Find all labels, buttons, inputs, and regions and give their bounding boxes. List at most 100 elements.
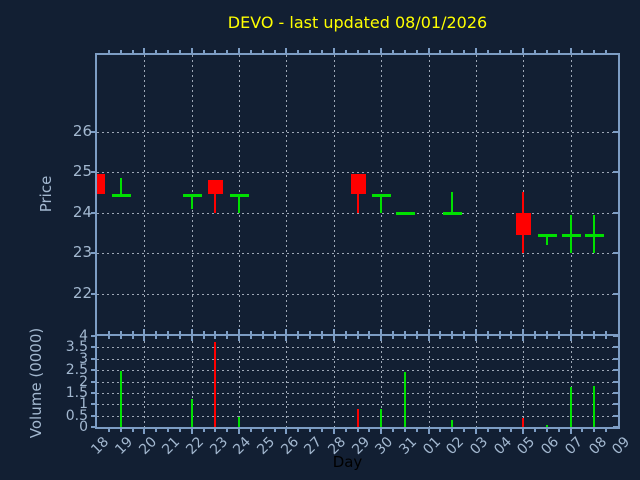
volume-tick-label: 0.5: [65, 407, 88, 424]
price-panel: [97, 55, 618, 334]
day-tick-mark: [510, 50, 512, 53]
day-tick-mark: [274, 50, 276, 53]
candle-body-07: [561, 233, 581, 237]
day-tick-mark: [428, 429, 430, 434]
day-tick-mark: [463, 50, 465, 53]
day-tick-label: 09: [609, 434, 634, 458]
day-tick-mark: [392, 429, 394, 432]
price-gridline: [97, 293, 618, 295]
day-tick-mark: [179, 50, 181, 53]
candle-wick-30: [380, 194, 383, 213]
volume-gridline: [97, 358, 618, 360]
day-tick-mark: [297, 50, 299, 53]
candle-wick-22: [190, 194, 193, 209]
candle-wick-23: [214, 180, 217, 213]
candle-body-31: [395, 211, 415, 215]
volume-panel: [97, 336, 618, 427]
volume-bar-06: [545, 424, 548, 427]
day-tick-mark: [238, 48, 240, 53]
day-tick-mark: [416, 429, 418, 432]
candle-body-18: [97, 174, 105, 195]
volume-tick-label: 2.5: [65, 362, 88, 379]
volume-bar-08: [593, 386, 596, 427]
day-tick-mark: [262, 429, 264, 432]
volume-tick-label: 3.5: [65, 339, 88, 356]
day-tick-mark: [475, 48, 477, 53]
day-tick-mark: [380, 48, 382, 53]
day-tick-mark: [475, 429, 477, 434]
day-tick-mark: [487, 429, 489, 432]
day-tick-mark: [593, 50, 595, 53]
day-tick-mark: [309, 50, 311, 53]
volume-gridline: [97, 392, 618, 394]
day-gridline: [144, 336, 146, 427]
price-gridline: [97, 212, 618, 214]
volume-gridline: [97, 347, 618, 349]
volume-gridline: [97, 370, 618, 372]
day-tick-mark: [416, 50, 418, 53]
day-tick-mark: [570, 48, 572, 53]
day-tick-mark: [262, 50, 264, 53]
price-tick-label: 26: [72, 121, 92, 140]
day-tick-mark: [143, 429, 145, 434]
price-tick-mark: [91, 292, 95, 295]
day-tick-mark: [534, 50, 536, 53]
candle-body-29: [350, 174, 366, 195]
day-tick-mark: [357, 429, 359, 432]
day-tick-mark: [132, 50, 134, 53]
day-tick-mark: [581, 50, 583, 53]
day-tick-mark: [605, 429, 607, 432]
day-tick-mark: [345, 50, 347, 53]
candle-body-30: [372, 193, 392, 197]
day-tick-mark: [581, 429, 583, 432]
price-tick-mark: [91, 130, 95, 133]
day-tick-mark: [522, 48, 524, 53]
day-tick-mark: [179, 429, 181, 432]
day-tick-mark: [428, 48, 430, 53]
candle-body-02: [443, 211, 463, 215]
day-tick-mark: [380, 429, 382, 434]
day-gridline: [286, 336, 288, 427]
day-tick-mark: [120, 429, 122, 432]
day-tick-mark: [534, 429, 536, 432]
day-tick-mark: [191, 48, 193, 53]
volume-bar-07: [569, 387, 572, 427]
day-tick-mark: [463, 429, 465, 432]
day-tick-mark: [285, 429, 287, 434]
price-tick-mark: [91, 171, 95, 174]
candle-body-06: [537, 233, 557, 237]
volume-tick-mark: [91, 346, 95, 349]
day-tick-mark: [321, 429, 323, 432]
volume-tick-mark: [91, 403, 95, 406]
day-tick-mark: [285, 48, 287, 53]
candle-body-19: [111, 193, 131, 197]
day-tick-mark: [167, 50, 169, 53]
day-tick-mark: [214, 429, 216, 432]
volume-bar-31: [403, 372, 406, 427]
day-tick-mark: [522, 429, 524, 434]
volume-tick-label: 2: [79, 373, 88, 390]
price-tick-label: 22: [72, 283, 92, 302]
volume-tick-label: 1.5: [65, 384, 88, 401]
day-tick-mark: [333, 429, 335, 434]
day-tick-mark: [558, 50, 560, 53]
price-gridline: [97, 131, 618, 133]
day-tick-mark: [167, 429, 169, 432]
day-tick-mark: [546, 50, 548, 53]
day-gridline: [475, 336, 477, 427]
day-tick-mark: [499, 429, 501, 432]
volume-gridline: [97, 404, 618, 406]
candle-body-24: [230, 193, 250, 197]
volume-bar-24: [238, 416, 241, 427]
price-tick-mark: [91, 252, 95, 255]
volume-bar-30: [380, 408, 383, 427]
volume-bar-05: [522, 417, 525, 427]
price-tick-mark: [91, 211, 95, 214]
volume-gridline: [97, 381, 618, 383]
candle-body-05: [516, 212, 532, 235]
volume-tick-mark: [91, 391, 95, 394]
day-gridline: [570, 55, 572, 334]
day-tick-mark: [593, 429, 595, 432]
day-tick-mark: [297, 429, 299, 432]
day-tick-mark: [108, 50, 110, 53]
